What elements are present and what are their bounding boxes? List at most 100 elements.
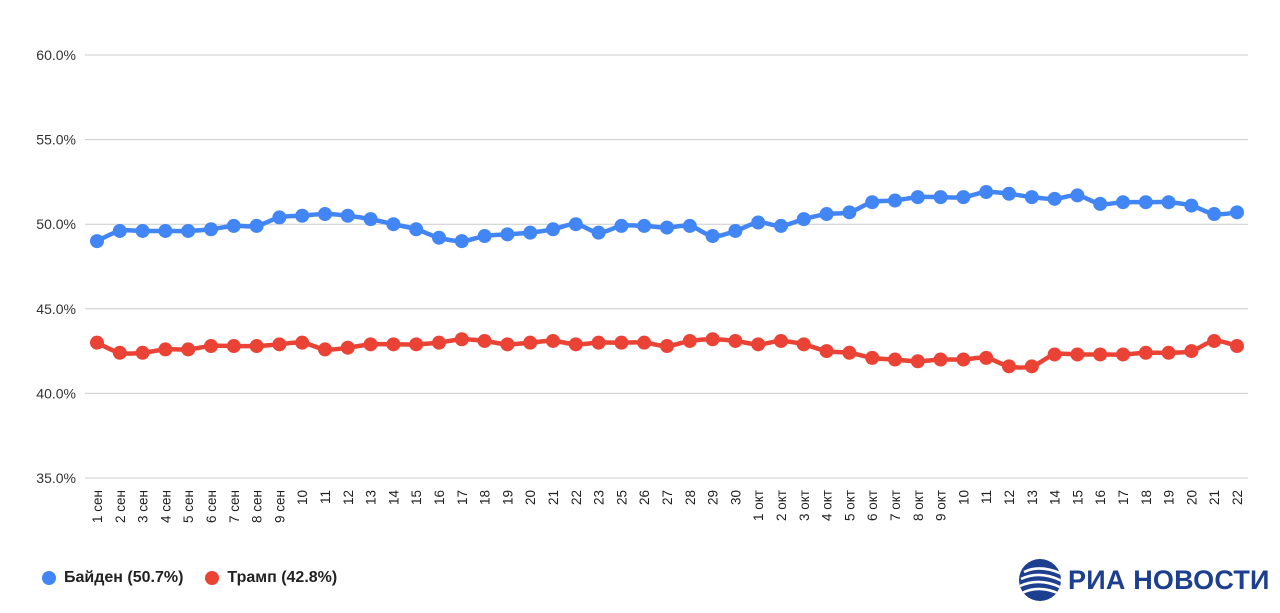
- data-point[interactable]: [181, 342, 196, 357]
- data-point[interactable]: [363, 337, 378, 352]
- data-point[interactable]: [568, 337, 583, 352]
- data-point[interactable]: [637, 335, 652, 350]
- data-point[interactable]: [819, 207, 834, 222]
- data-point[interactable]: [386, 337, 401, 352]
- data-point[interactable]: [1024, 359, 1039, 374]
- data-point[interactable]: [318, 342, 332, 357]
- legend-item-trump[interactable]: Трамп (42.8%): [205, 569, 337, 587]
- data-point[interactable]: [796, 337, 811, 352]
- data-point[interactable]: [591, 335, 606, 350]
- data-point[interactable]: [249, 339, 264, 354]
- data-point[interactable]: [956, 190, 971, 205]
- data-point[interactable]: [409, 222, 424, 237]
- data-point[interactable]: [546, 333, 560, 348]
- data-point[interactable]: [409, 337, 424, 352]
- data-point[interactable]: [705, 229, 720, 244]
- data-point[interactable]: [1138, 195, 1153, 210]
- data-point[interactable]: [888, 193, 902, 208]
- data-point[interactable]: [523, 335, 538, 350]
- data-point[interactable]: [842, 205, 857, 220]
- data-point[interactable]: [386, 217, 401, 232]
- data-point[interactable]: [637, 218, 652, 233]
- data-point[interactable]: [660, 220, 674, 235]
- data-point[interactable]: [432, 335, 446, 350]
- data-point[interactable]: [204, 339, 218, 354]
- data-point[interactable]: [819, 344, 834, 359]
- data-point[interactable]: [614, 335, 629, 350]
- data-point[interactable]: [340, 340, 355, 355]
- data-point[interactable]: [1116, 195, 1130, 210]
- data-point[interactable]: [1161, 195, 1176, 210]
- data-point[interactable]: [272, 210, 287, 225]
- data-point[interactable]: [135, 345, 150, 360]
- data-point[interactable]: [1002, 186, 1016, 201]
- data-point[interactable]: [751, 337, 766, 352]
- data-point[interactable]: [1184, 344, 1199, 359]
- data-point[interactable]: [318, 207, 332, 222]
- data-point[interactable]: [614, 218, 629, 233]
- data-point[interactable]: [910, 354, 925, 369]
- data-point[interactable]: [454, 332, 469, 347]
- data-point[interactable]: [865, 195, 880, 210]
- data-point[interactable]: [682, 218, 697, 233]
- data-point[interactable]: [910, 190, 925, 205]
- data-point[interactable]: [340, 208, 355, 223]
- data-point[interactable]: [295, 335, 310, 350]
- data-point[interactable]: [591, 225, 606, 240]
- data-point[interactable]: [682, 333, 697, 348]
- data-point[interactable]: [568, 217, 583, 232]
- data-point[interactable]: [1047, 191, 1062, 206]
- data-point[interactable]: [249, 218, 264, 233]
- data-point[interactable]: [1138, 345, 1153, 360]
- data-point[interactable]: [226, 339, 241, 354]
- data-point[interactable]: [1207, 207, 1222, 222]
- data-point[interactable]: [1047, 347, 1062, 362]
- data-point[interactable]: [660, 339, 674, 354]
- data-point[interactable]: [1093, 196, 1108, 211]
- data-point[interactable]: [1230, 205, 1244, 220]
- data-point[interactable]: [933, 190, 948, 205]
- data-point[interactable]: [1002, 359, 1016, 374]
- data-point[interactable]: [546, 222, 560, 237]
- data-point[interactable]: [751, 215, 766, 230]
- data-point[interactable]: [956, 352, 971, 367]
- data-point[interactable]: [1093, 347, 1108, 362]
- data-point[interactable]: [979, 350, 994, 365]
- data-point[interactable]: [181, 223, 196, 238]
- data-point[interactable]: [842, 345, 857, 360]
- data-point[interactable]: [796, 212, 811, 227]
- data-point[interactable]: [112, 223, 127, 238]
- data-point[interactable]: [1207, 333, 1222, 348]
- data-point[interactable]: [1116, 347, 1130, 362]
- data-point[interactable]: [112, 345, 127, 360]
- data-point[interactable]: [500, 227, 515, 242]
- data-point[interactable]: [432, 230, 446, 245]
- data-point[interactable]: [135, 223, 150, 238]
- data-point[interactable]: [1161, 345, 1176, 360]
- data-point[interactable]: [1070, 347, 1085, 362]
- data-point[interactable]: [888, 352, 902, 367]
- legend-item-biden[interactable]: Байден (50.7%): [42, 569, 183, 587]
- data-point[interactable]: [295, 208, 310, 223]
- data-point[interactable]: [933, 352, 948, 367]
- data-point[interactable]: [728, 223, 743, 238]
- data-point[interactable]: [226, 218, 241, 233]
- data-point[interactable]: [363, 212, 378, 227]
- data-point[interactable]: [1070, 188, 1085, 203]
- data-point[interactable]: [158, 223, 173, 238]
- data-point[interactable]: [500, 337, 515, 352]
- data-point[interactable]: [158, 342, 173, 357]
- data-point[interactable]: [705, 332, 720, 347]
- data-point[interactable]: [204, 222, 218, 237]
- data-point[interactable]: [90, 234, 104, 249]
- data-point[interactable]: [979, 185, 994, 200]
- data-point[interactable]: [774, 218, 788, 233]
- data-point[interactable]: [1024, 190, 1039, 205]
- data-point[interactable]: [477, 333, 492, 348]
- data-point[interactable]: [728, 333, 743, 348]
- data-point[interactable]: [523, 225, 538, 240]
- data-point[interactable]: [454, 234, 469, 249]
- data-point[interactable]: [1184, 198, 1199, 213]
- data-point[interactable]: [774, 333, 788, 348]
- data-point[interactable]: [1230, 339, 1244, 354]
